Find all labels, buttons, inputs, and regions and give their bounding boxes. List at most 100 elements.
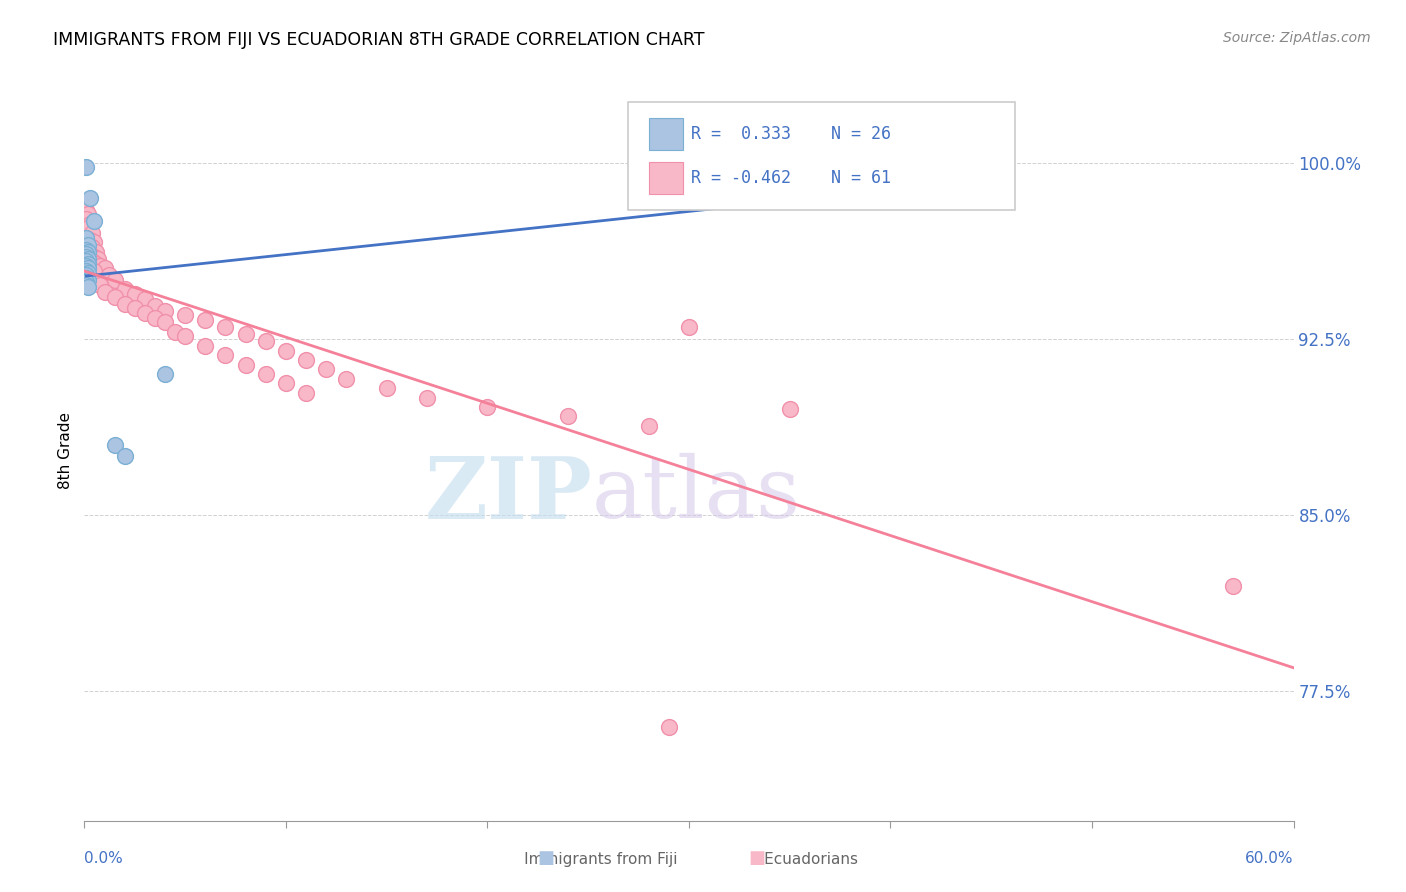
Point — [335, 372, 357, 386]
Point — [79, 217, 101, 231]
Point — [77, 252, 100, 266]
Point — [75, 276, 97, 290]
Point — [114, 283, 136, 297]
Point — [165, 325, 187, 339]
FancyBboxPatch shape — [650, 118, 683, 151]
Point — [124, 287, 146, 301]
Point — [82, 226, 104, 240]
Point — [83, 214, 105, 228]
Point — [79, 247, 101, 261]
Point — [77, 237, 100, 252]
Point — [75, 250, 97, 264]
Point — [254, 367, 277, 381]
Point — [637, 418, 659, 433]
Point — [93, 285, 115, 299]
Point — [295, 353, 318, 368]
Point — [274, 343, 297, 358]
Point — [678, 320, 700, 334]
Point — [658, 720, 681, 734]
Text: atlas: atlas — [592, 453, 801, 536]
Point — [75, 254, 97, 268]
Point — [97, 268, 120, 283]
Point — [235, 327, 257, 342]
Point — [134, 306, 156, 320]
Point — [194, 339, 217, 353]
Point — [235, 358, 257, 372]
Point — [83, 235, 105, 250]
Point — [194, 313, 217, 327]
Point — [295, 385, 318, 400]
Point — [83, 250, 105, 264]
Point — [77, 273, 100, 287]
Point — [75, 259, 97, 273]
Point — [153, 367, 176, 381]
Point — [174, 308, 197, 322]
Point — [114, 450, 136, 464]
Text: IMMIGRANTS FROM FIJI VS ECUADORIAN 8TH GRADE CORRELATION CHART: IMMIGRANTS FROM FIJI VS ECUADORIAN 8TH G… — [53, 31, 704, 49]
Point — [174, 329, 197, 343]
Point — [77, 237, 100, 252]
Point — [859, 160, 882, 174]
Point — [89, 277, 111, 292]
Point — [82, 240, 104, 254]
Point — [77, 280, 100, 294]
Point — [75, 202, 97, 217]
Point — [86, 244, 108, 259]
Point — [82, 254, 104, 268]
Point — [153, 315, 176, 329]
Text: ■: ■ — [537, 849, 554, 867]
Point — [75, 231, 97, 245]
Point — [86, 257, 108, 271]
Point — [114, 296, 136, 310]
Point — [77, 261, 100, 276]
Point — [75, 160, 97, 174]
Text: Immigrants from Fiji: Immigrants from Fiji — [489, 852, 678, 867]
Text: ZIP: ZIP — [425, 453, 592, 537]
Point — [79, 191, 101, 205]
Text: R = -0.462    N = 61: R = -0.462 N = 61 — [692, 169, 891, 187]
Point — [104, 273, 127, 287]
Point — [89, 259, 111, 273]
Text: ■: ■ — [748, 849, 765, 867]
Point — [75, 243, 97, 257]
Text: Source: ZipAtlas.com: Source: ZipAtlas.com — [1223, 31, 1371, 45]
Point — [75, 277, 97, 292]
Point — [75, 231, 97, 245]
Point — [79, 233, 101, 247]
Point — [75, 247, 97, 261]
Point — [557, 409, 579, 424]
Point — [153, 303, 176, 318]
Point — [214, 320, 236, 334]
Point — [75, 211, 97, 226]
Text: Ecuadorians: Ecuadorians — [730, 852, 859, 867]
Text: R =  0.333    N = 26: R = 0.333 N = 26 — [692, 125, 891, 144]
Point — [779, 402, 801, 417]
Point — [77, 266, 100, 280]
Point — [87, 252, 110, 266]
Point — [75, 268, 97, 283]
Point — [77, 221, 100, 235]
Point — [274, 376, 297, 391]
FancyBboxPatch shape — [628, 103, 1015, 210]
Point — [93, 261, 115, 276]
Point — [477, 400, 499, 414]
Point — [75, 270, 97, 285]
Point — [315, 362, 337, 376]
Point — [416, 391, 439, 405]
Point — [143, 310, 166, 325]
Point — [77, 257, 100, 271]
FancyBboxPatch shape — [650, 161, 683, 194]
Point — [104, 289, 127, 303]
Y-axis label: 8th Grade: 8th Grade — [58, 412, 73, 489]
Point — [75, 263, 97, 277]
Text: 0.0%: 0.0% — [84, 851, 124, 866]
Point — [77, 244, 100, 259]
Point — [1222, 579, 1244, 593]
Point — [124, 301, 146, 316]
Point — [143, 299, 166, 313]
Point — [134, 292, 156, 306]
Point — [77, 207, 100, 221]
Point — [375, 381, 398, 395]
Point — [104, 437, 127, 451]
Text: 60.0%: 60.0% — [1246, 851, 1294, 866]
